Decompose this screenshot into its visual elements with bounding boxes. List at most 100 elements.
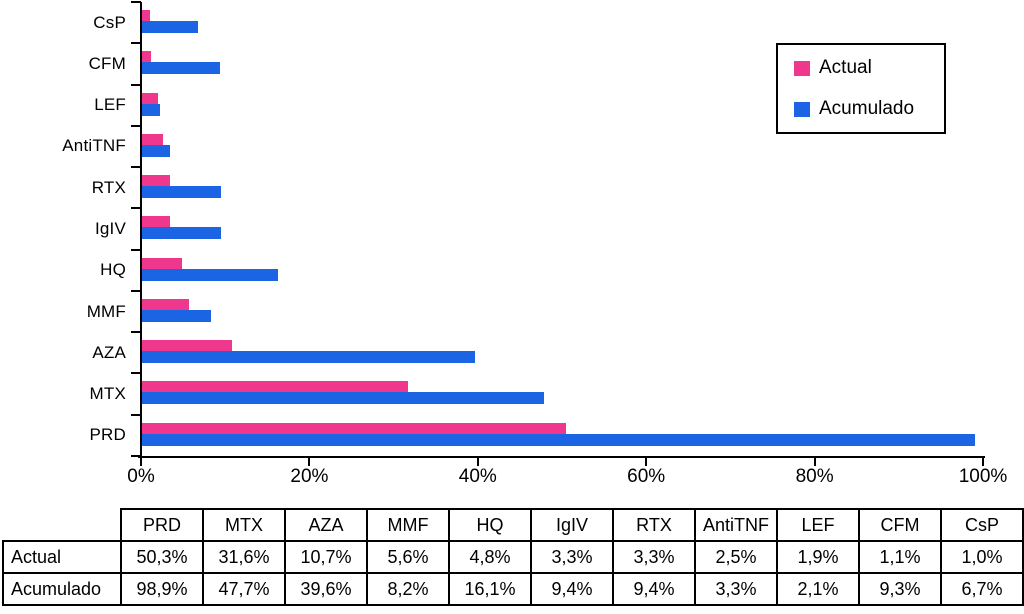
table-header-row: PRD MTX AZA MMF HQ IgIV RTX AntiTNF LEF CFM CsP: [3, 508, 1024, 542]
bar-actual-mtx: [142, 381, 409, 393]
y-axis-tick: [131, 42, 141, 45]
x-tick-label-0: 0%: [127, 466, 155, 487]
table-column-header-mtx: MTX: [202, 508, 286, 542]
x-axis-tick: [476, 458, 479, 466]
y-label-csp: CsP: [93, 12, 126, 32]
table-cell-acumulado-cfm: 9,3%: [858, 572, 942, 606]
y-axis-tick: [131, 248, 141, 251]
legend: Actual Acumulado: [776, 43, 946, 134]
bar-actual-prd: [142, 422, 566, 434]
y-label-antitnf: AntiTNF: [62, 136, 126, 156]
table-cell-actual-mmf: 5,6%: [366, 540, 450, 574]
bar-actual-lef: [142, 92, 158, 104]
y-label-lef: LEF: [94, 95, 126, 115]
bar-actual-rtx: [142, 175, 170, 187]
table-column-header-antitnf: AntiTNF: [694, 508, 778, 542]
table-column-header-csp: CsP: [940, 508, 1024, 542]
y-axis-tick: [131, 372, 141, 375]
table-cell-actual-aza: 10,7%: [284, 540, 368, 574]
table-cell-actual-rtx: 3,3%: [612, 540, 696, 574]
table-column-header-mmf: MMF: [366, 508, 450, 542]
x-tick-label-40: 40%: [458, 466, 497, 487]
bar-actual-hq: [142, 257, 183, 269]
bar-acumulado-rtx: [142, 186, 222, 199]
x-tick-label-20: 20%: [290, 466, 329, 487]
y-axis-tick: [131, 207, 141, 210]
y-label-mtx: MTX: [89, 384, 126, 404]
bar-group-lef: [142, 85, 984, 126]
bar-group-prd: [142, 415, 984, 456]
y-axis-tick: [131, 331, 141, 334]
x-tick-label-100: 100%: [958, 466, 1008, 487]
bar-actual-igiv: [142, 216, 170, 228]
y-axis-tick: [131, 289, 141, 292]
x-axis-tick: [140, 458, 142, 466]
table-cell-acumulado-mtx: 47,7%: [202, 572, 286, 606]
bar-actual-aza: [142, 340, 233, 352]
bar-acumulado-csp: [142, 21, 199, 33]
legend-item-acumulado: Acumulado: [794, 98, 932, 120]
table-corner-cell: [3, 509, 121, 541]
y-label-rtx: RTX: [91, 177, 126, 197]
bar-acumulado-mtx: [142, 392, 544, 405]
table-cell-actual-cfm: 1,1%: [858, 540, 942, 574]
x-axis-tick: [982, 458, 984, 466]
bar-acumulado-antitnf: [142, 144, 170, 157]
table-cell-acumulado-antitnf: 3,3%: [694, 572, 778, 606]
legend-label-acumulado: Acumulado: [819, 98, 915, 119]
table-cell-acumulado-igiv: 9,4%: [530, 572, 614, 606]
x-axis-line: [138, 456, 985, 458]
table-cell-acumulado-prd: 98,9%: [120, 572, 204, 606]
y-axis-tick: [131, 124, 141, 127]
y-axis-tick: [131, 1, 141, 3]
bar-group-csp: [142, 2, 984, 43]
bar-group-hq: [142, 250, 984, 291]
legend-item-actual: Actual: [794, 57, 932, 79]
bar-acumulado-prd: [142, 433, 975, 446]
table-column-header-cfm: CFM: [858, 508, 942, 542]
table-column-header-rtx: RTX: [612, 508, 696, 542]
table-column-header-hq: HQ: [448, 508, 532, 542]
table-row-label-acumulado: Acumulado: [2, 572, 122, 606]
bar-acumulado-mmf: [142, 309, 212, 322]
bar-actual-mmf: [142, 298, 190, 310]
bar-group-aza: [142, 332, 984, 373]
table-row-actual: Actual 50,3% 31,6% 10,7% 5,6% 4,8% 3,3% 3,3% 2,5…: [2, 540, 1024, 574]
bar-group-mtx: [142, 373, 984, 414]
plot-area: [140, 2, 984, 456]
bar-group-antitnf: [142, 126, 984, 167]
y-label-cfm: CFM: [88, 53, 126, 73]
actual-swatch-icon: [794, 60, 810, 76]
table-cell-acumulado-lef: 2,1%: [776, 572, 860, 606]
y-label-mmf: MMF: [86, 301, 126, 321]
y-axis-tick: [131, 166, 141, 169]
table-cell-actual-prd: 50,3%: [120, 540, 204, 574]
bar-group-mmf: [142, 291, 984, 332]
legend-label-actual: Actual: [819, 57, 872, 78]
y-label-prd: PRD: [89, 425, 126, 445]
table-column-header-aza: AZA: [284, 508, 368, 542]
table-cell-actual-mtx: 31,6%: [202, 540, 286, 574]
y-label-aza: AZA: [92, 342, 126, 362]
table-column-header-igiv: IgIV: [530, 508, 614, 542]
acumulado-swatch-icon: [794, 101, 810, 117]
bar-group-igiv: [142, 208, 984, 249]
table-row-acumulado: Acumulado 98,9% 47,7% 39,6% 8,2% 16,1% 9,4% 9,4…: [2, 572, 1024, 606]
bar-group-rtx: [142, 167, 984, 208]
x-axis-tick: [308, 458, 311, 466]
bar-actual-antitnf: [142, 133, 164, 145]
table-column-header-lef: LEF: [776, 508, 860, 542]
bar-actual-csp: [142, 10, 151, 21]
bar-acumulado-lef: [142, 103, 160, 116]
table-cell-acumulado-aza: 39,6%: [284, 572, 368, 606]
table-cell-acumulado-csp: 6,7%: [940, 572, 1024, 606]
table-cell-actual-igiv: 3,3%: [530, 540, 614, 574]
table-column-header-prd: PRD: [120, 508, 204, 542]
x-tick-label-80: 80%: [795, 466, 834, 487]
table-cell-acumulado-hq: 16,1%: [448, 572, 532, 606]
bar-acumulado-igiv: [142, 227, 222, 240]
x-axis-tick: [813, 458, 816, 466]
y-label-igiv: IgIV: [94, 218, 126, 238]
bar-group-cfm: [142, 43, 984, 84]
